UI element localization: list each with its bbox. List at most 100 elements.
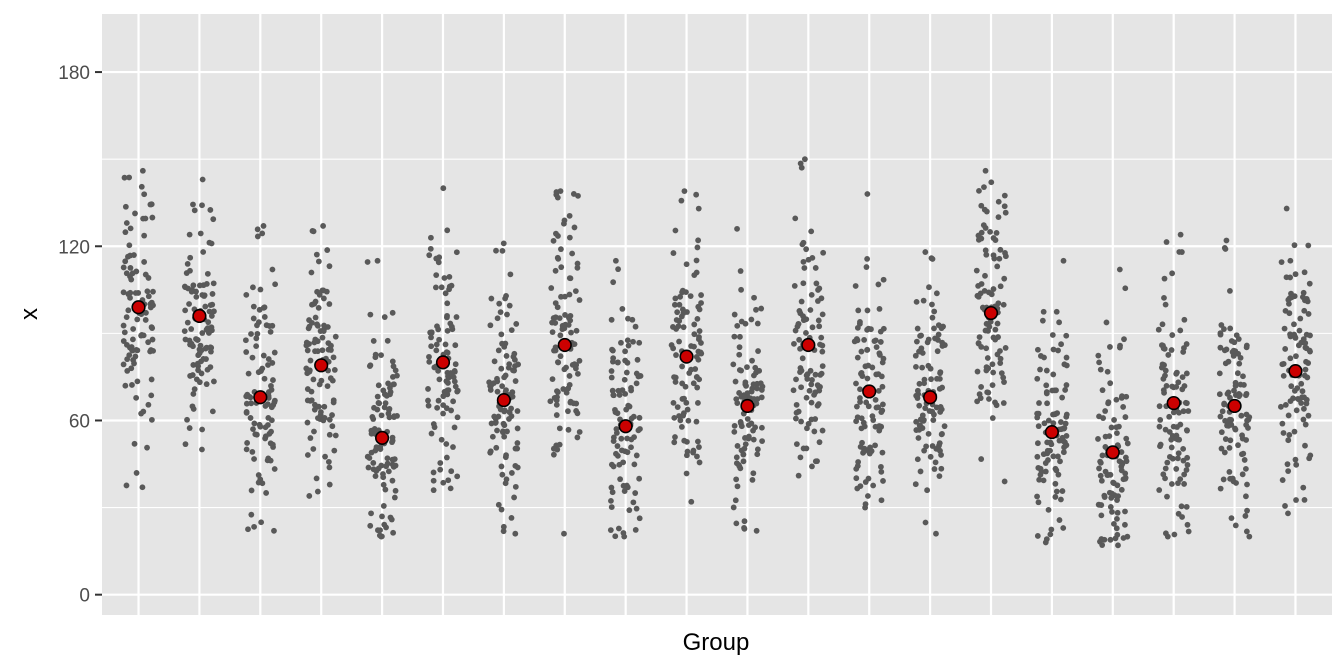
data-point	[1240, 373, 1246, 380]
data-point	[873, 344, 880, 350]
data-point	[879, 407, 886, 414]
data-point	[435, 367, 442, 374]
data-point	[555, 389, 561, 395]
data-point	[187, 267, 193, 274]
data-point	[934, 375, 940, 382]
data-point	[572, 365, 579, 372]
data-point	[1056, 319, 1063, 326]
data-point	[625, 342, 632, 349]
data-point	[573, 327, 580, 334]
data-point	[1243, 422, 1250, 428]
data-point	[924, 487, 931, 494]
data-point	[144, 444, 150, 451]
group-mean-point	[557, 337, 572, 353]
data-point	[317, 328, 324, 334]
data-point	[1120, 535, 1127, 541]
data-point	[514, 408, 521, 414]
data-point	[1223, 237, 1230, 244]
data-point	[551, 347, 557, 354]
data-point	[1156, 487, 1163, 493]
data-point	[552, 267, 559, 274]
data-point	[1002, 209, 1009, 216]
data-point	[913, 363, 919, 370]
data-point	[983, 367, 990, 374]
data-point	[438, 284, 445, 291]
data-point	[374, 257, 381, 264]
data-point	[608, 484, 615, 491]
data-point	[1122, 508, 1128, 515]
data-point	[636, 515, 643, 522]
data-point	[182, 307, 189, 314]
data-point	[373, 468, 380, 474]
data-point	[148, 392, 155, 399]
data-point	[1185, 408, 1192, 414]
data-point	[916, 426, 923, 433]
data-point	[752, 424, 759, 431]
data-point	[428, 343, 435, 350]
data-point	[367, 522, 374, 529]
data-point	[512, 363, 518, 369]
data-point	[308, 397, 315, 404]
data-point	[514, 464, 521, 471]
data-point	[1183, 467, 1190, 473]
data-point	[261, 304, 268, 311]
data-points	[120, 156, 1314, 549]
data-point	[306, 317, 312, 323]
data-point	[618, 435, 625, 442]
data-point	[754, 451, 761, 458]
data-point	[271, 399, 278, 406]
data-point	[1303, 358, 1309, 365]
data-point	[491, 358, 498, 365]
data-point	[986, 323, 993, 330]
data-point	[1303, 296, 1310, 302]
data-point	[251, 523, 257, 530]
data-point	[440, 410, 447, 417]
data-point	[562, 321, 569, 328]
data-point	[503, 387, 509, 394]
data-point	[269, 360, 276, 366]
data-point	[818, 334, 825, 341]
data-point	[992, 399, 998, 406]
data-point	[1109, 509, 1115, 515]
data-point	[803, 330, 809, 336]
data-point	[807, 367, 814, 374]
data-point	[921, 380, 927, 387]
data-point	[331, 447, 338, 454]
data-point	[243, 349, 250, 355]
data-point	[812, 371, 819, 378]
data-point	[1184, 462, 1191, 468]
data-point	[1052, 494, 1059, 500]
data-point	[670, 399, 677, 406]
data-point	[141, 259, 148, 265]
data-point	[674, 404, 681, 411]
data-point	[696, 328, 703, 334]
data-point	[1177, 231, 1184, 238]
data-point	[384, 337, 391, 344]
data-point	[936, 440, 943, 447]
data-point	[514, 425, 521, 432]
data-point	[253, 431, 260, 438]
data-point	[433, 347, 440, 354]
data-point	[123, 270, 130, 277]
data-point	[1162, 530, 1169, 537]
data-point	[1227, 288, 1233, 294]
data-point	[632, 490, 639, 496]
data-point	[610, 355, 617, 362]
data-point	[148, 201, 155, 208]
data-point	[1113, 424, 1120, 431]
data-point	[730, 361, 737, 368]
data-point	[254, 226, 261, 233]
data-point	[139, 484, 146, 491]
data-point	[1183, 400, 1190, 407]
data-point	[695, 400, 701, 406]
data-point	[308, 388, 315, 395]
data-point	[1168, 444, 1175, 451]
data-point	[983, 345, 990, 352]
data-point	[190, 362, 197, 368]
data-point	[574, 370, 581, 377]
data-point	[1173, 383, 1180, 390]
data-point	[1288, 383, 1295, 390]
data-point	[620, 459, 627, 466]
data-point	[1113, 525, 1120, 532]
data-point	[1035, 423, 1042, 430]
